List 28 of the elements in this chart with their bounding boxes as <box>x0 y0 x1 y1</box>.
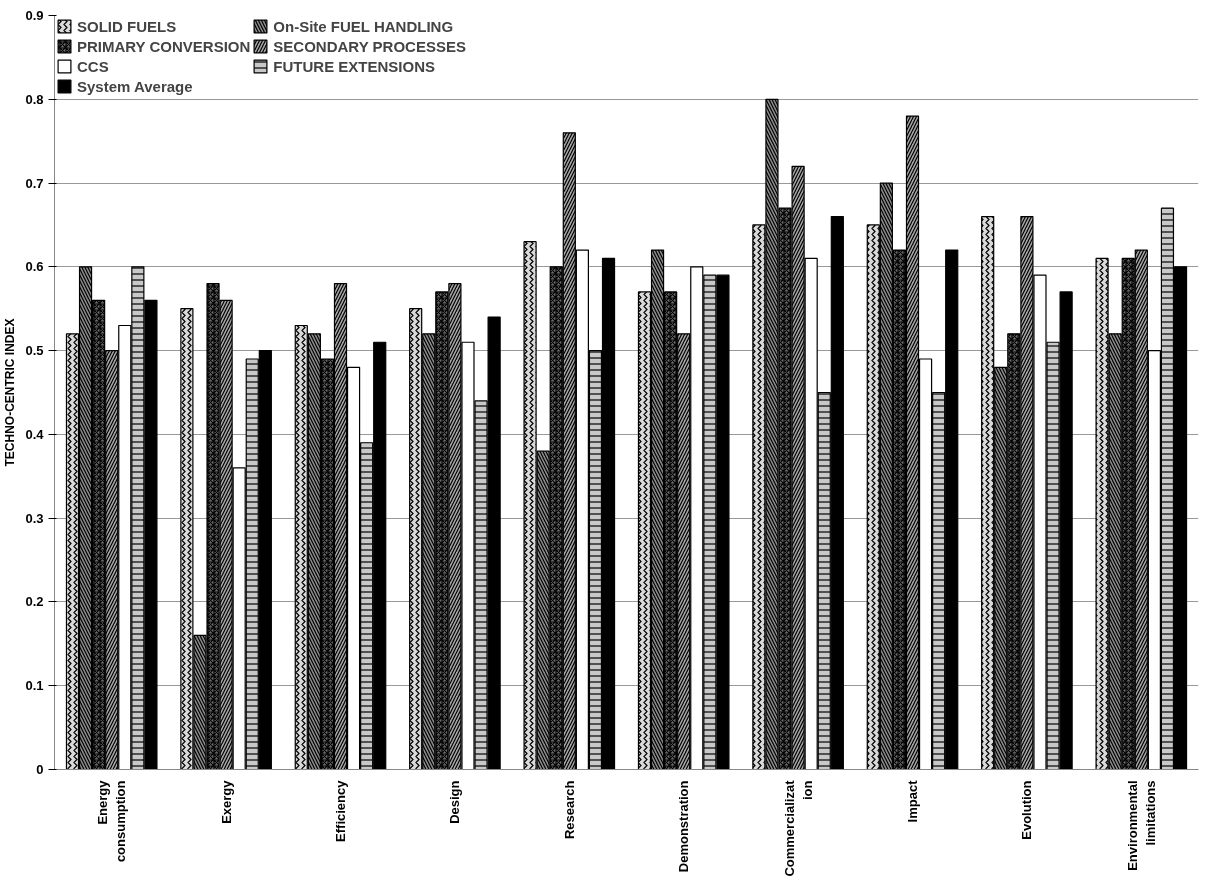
x-tick-label: Environmental limitations <box>1124 780 1158 871</box>
y-tick-label: 0.9 <box>25 8 44 23</box>
x-tick-label: Evolution <box>1019 780 1035 840</box>
x-tick-label: Exergy <box>218 779 234 824</box>
y-tick-label: 0.5 <box>25 343 44 359</box>
legend-label: CCS <box>77 57 109 75</box>
legend-label: SECONDARY PROCESSES <box>273 37 466 55</box>
x-tick-label: Commercialization <box>781 779 815 877</box>
legend-label: SOLID FUELS <box>77 17 177 35</box>
y-tick-label: 0.1 <box>25 678 44 694</box>
y-tick-label: 0.4 <box>25 426 45 442</box>
y-tick-label: 0 <box>36 762 44 777</box>
x-tick-label: Demonstration <box>676 780 692 873</box>
legend-label: PRIMARY CONVERSION <box>77 37 251 55</box>
y-tick-label: 0.6 <box>25 259 44 275</box>
y-tick-label: 0.3 <box>25 510 44 526</box>
legend-label: System Average <box>77 77 193 95</box>
y-tick-label: 0.7 <box>25 175 44 191</box>
x-tick-label: Research <box>561 780 577 840</box>
y-axis-title: TECHNO-CENTRIC INDEX <box>3 318 18 467</box>
x-tick-label: Impact <box>905 779 920 823</box>
x-tick-label: Efficiency <box>333 779 348 842</box>
x-tick-label: Energy consumption <box>95 779 129 863</box>
y-tick-label: 0.2 <box>25 594 44 610</box>
y-tick-label: 0.8 <box>25 91 44 107</box>
x-tick-label: Design <box>447 780 463 824</box>
legend-label: On-Site FUEL HANDLING <box>273 17 454 35</box>
legend-label: FUTURE EXTENSIONS <box>273 57 436 75</box>
